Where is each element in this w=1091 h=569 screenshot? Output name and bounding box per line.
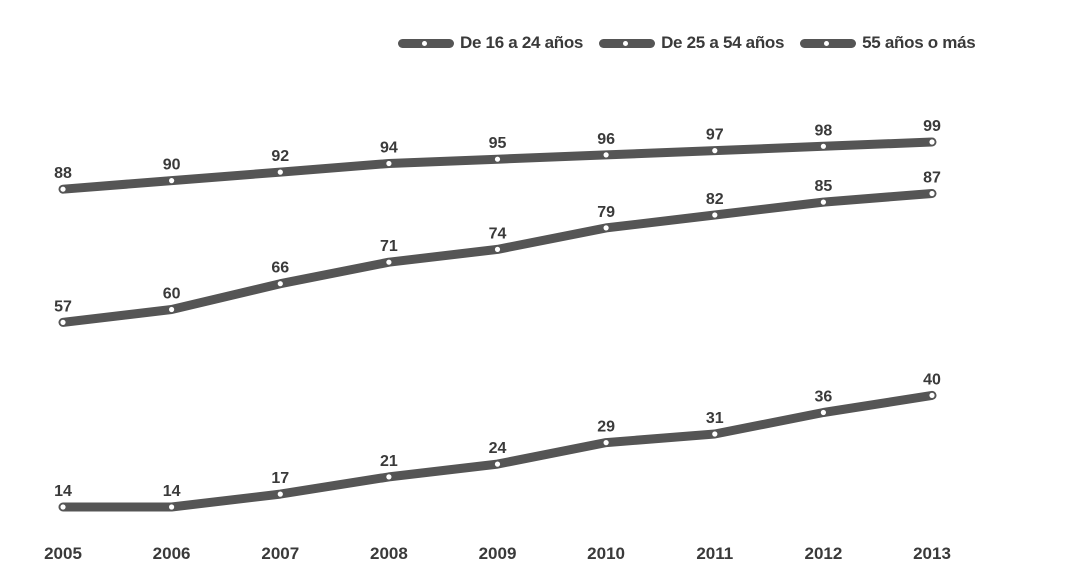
data-labels: 88 90 92 94 95 96 97 98 99 57 60 66 71 74 79 82 85 87 14 14… [54, 118, 941, 500]
data-label-s1-2011: 97 [706, 127, 724, 144]
data-point-s3-2010 [603, 440, 609, 446]
data-point-s2-2009 [494, 246, 501, 252]
data-point-s1-2010 [603, 152, 609, 158]
data-point-s3-2011 [712, 431, 718, 437]
data-label-s3-2008: 21 [380, 453, 398, 470]
data-point-s3-2012 [820, 409, 827, 416]
data-label-s2-2005: 57 [54, 298, 72, 315]
data-label-s2-2012: 85 [815, 178, 833, 195]
legend-label-series-1: De 16 a 24 años [460, 33, 584, 52]
x-tick-label-2005: 2005 [44, 544, 82, 563]
data-label-s1-2005: 88 [54, 165, 72, 182]
data-point-s1-2005 [60, 186, 66, 192]
data-point-s3-2013 [929, 392, 935, 398]
data-label-s2-2006: 60 [163, 286, 181, 303]
data-point-s2-2010 [603, 225, 609, 231]
data-point-s2-2012 [820, 199, 827, 205]
data-point-s1-2007 [277, 169, 283, 175]
x-tick-label-2009: 2009 [479, 544, 517, 563]
data-label-s1-2008: 94 [380, 140, 398, 157]
data-point-s3-2006 [169, 504, 175, 510]
data-point-s3-2007 [277, 491, 283, 497]
data-point-s1-2006 [169, 178, 175, 184]
legend-swatch-series-3 [800, 38, 857, 48]
data-label-s1-2007: 92 [271, 148, 289, 165]
legend-swatch-series-1 [398, 38, 454, 48]
data-point-s2-2008 [386, 259, 392, 265]
data-point-s1-2008 [386, 160, 392, 167]
legend-label-series-3: 55 años o más [862, 33, 976, 52]
data-label-s3-2013: 40 [923, 371, 941, 388]
data-label-s2-2011: 82 [706, 191, 724, 208]
chart-legend: De 16 a 24 años De 25 a 54 años 55 años … [398, 32, 1083, 54]
x-tick-label-2010: 2010 [587, 544, 625, 563]
data-point-s2-2006 [169, 306, 175, 313]
data-label-s3-2007: 17 [271, 470, 289, 487]
data-point-s3-2008 [386, 474, 392, 480]
data-label-s3-2005: 14 [54, 483, 72, 500]
data-label-s3-2010: 29 [597, 419, 615, 436]
data-label-s3-2009: 24 [489, 440, 507, 457]
x-tick-label-2006: 2006 [153, 544, 191, 563]
data-point-s2-2011 [712, 212, 718, 218]
data-point-s2-2005 [60, 319, 66, 325]
data-label-s1-2006: 90 [163, 157, 181, 174]
data-label-s1-2009: 95 [489, 135, 507, 152]
x-tick-label-2013: 2013 [913, 544, 951, 563]
data-label-s3-2006: 14 [163, 483, 181, 500]
series-line-2 [58, 189, 937, 327]
data-label-s2-2007: 66 [271, 260, 289, 277]
data-point-s1-2012 [820, 143, 827, 149]
data-point-s1-2009 [494, 156, 501, 162]
legend-item-series-2: De 25 a 54 años [599, 33, 784, 53]
data-label-s2-2008: 71 [380, 238, 398, 255]
data-label-s1-2010: 96 [597, 131, 615, 148]
data-label-s2-2010: 79 [597, 204, 615, 221]
data-label-s3-2012: 36 [815, 389, 833, 406]
data-label-s2-2009: 74 [489, 225, 507, 242]
x-tick-label-2011: 2011 [696, 544, 733, 563]
data-point-s3-2009 [494, 461, 501, 467]
data-label-s2-2013: 87 [923, 170, 941, 187]
x-tick-label-2012: 2012 [804, 544, 842, 563]
data-label-s1-2013: 99 [923, 118, 941, 135]
data-point-s2-2007 [277, 281, 283, 287]
data-point-s1-2011 [712, 148, 718, 154]
data-points [60, 139, 935, 510]
data-point-s1-2013 [929, 139, 935, 145]
data-point-s2-2013 [929, 190, 935, 197]
x-axis: 2005 2006 2007 2008 2009 2010 2011 2012 2013 [44, 544, 951, 563]
x-tick-label-2008: 2008 [370, 544, 408, 563]
legend-label-series-2: De 25 a 54 años [661, 33, 785, 52]
legend-item-series-1: De 16 a 24 años [398, 33, 583, 53]
data-label-s3-2011: 31 [706, 410, 724, 427]
legend-swatch-series-2 [599, 38, 656, 48]
x-tick-label-2007: 2007 [261, 544, 299, 563]
legend-item-series-3: 55 años o más [800, 33, 976, 53]
data-label-s1-2012: 98 [815, 122, 833, 139]
data-point-s3-2005 [60, 504, 66, 510]
